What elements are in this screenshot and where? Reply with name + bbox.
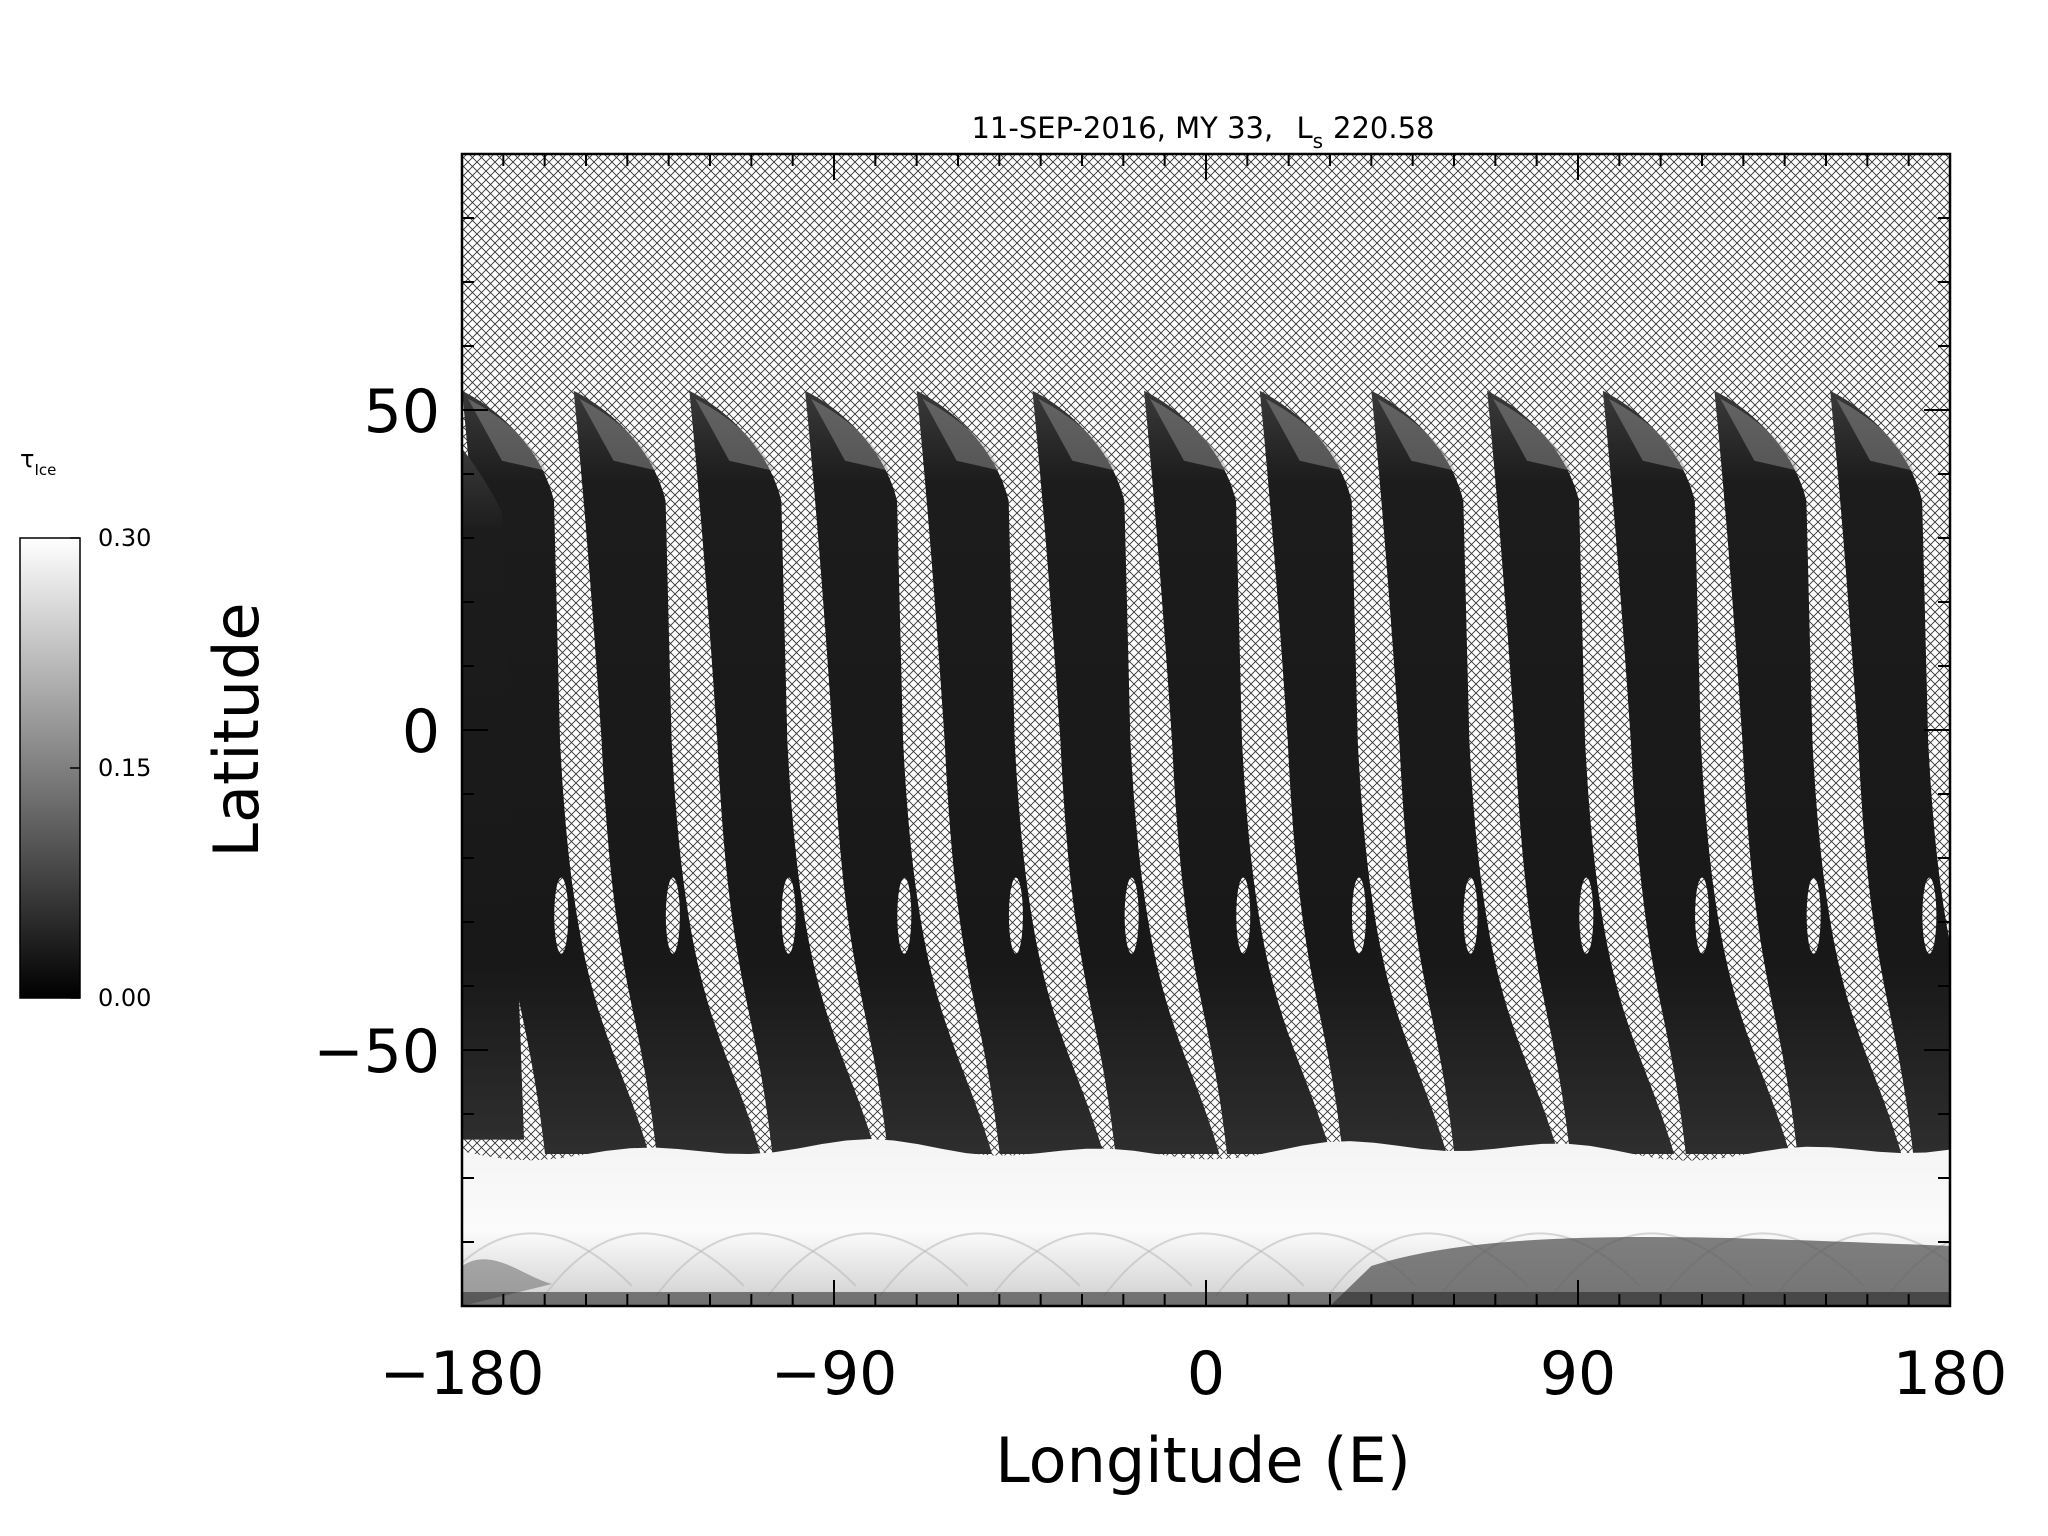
x-tick-label: 180	[1893, 1339, 2008, 1409]
orbit-swath	[805, 390, 993, 1154]
cap-arc	[991, 1232, 1193, 1297]
swath-highlight	[1038, 398, 1117, 471]
orbit-swath	[1602, 390, 1790, 1154]
swath-highlight	[1150, 398, 1228, 471]
swath-highlight	[1608, 398, 1687, 471]
swath-gap	[1579, 877, 1594, 954]
swath-highlight	[1720, 398, 1799, 471]
swath-gap	[1922, 877, 1937, 954]
orbit-swath	[916, 390, 1104, 1154]
orbit-swath	[689, 390, 877, 1154]
orbit-swath	[1144, 390, 1331, 1154]
orbit-swath	[1830, 390, 1950, 1154]
colorbar-label-sub: Ice	[34, 461, 56, 479]
cap-arc	[655, 1232, 857, 1297]
swath-highlight	[1836, 398, 1915, 471]
x-tick-label: −90	[771, 1339, 898, 1409]
orbit-swath	[1487, 390, 1675, 1154]
orbit-swath	[1032, 390, 1220, 1154]
y-tick-labels: −50 0 50	[313, 377, 440, 1087]
swath-highlight	[695, 398, 774, 471]
orbit-swath	[1259, 390, 1447, 1154]
swath-highlight	[811, 398, 890, 471]
swath-gap	[1463, 877, 1478, 954]
y-axis-label: Latitude	[200, 602, 273, 857]
orbit-swaths	[462, 390, 1950, 1154]
swath-highlight	[468, 398, 546, 471]
x-tick-label: 0	[1187, 1339, 1225, 1409]
swath-gap	[1351, 877, 1366, 954]
x-tick-label: −180	[380, 1339, 545, 1409]
swath-highlight	[922, 398, 1001, 471]
chart-title: 11-SEP-2016, MY 33, Ls 220.58	[971, 111, 1434, 153]
swath-gap	[1008, 877, 1023, 954]
x-tick-labels: −180 −90 0 90 180	[380, 1339, 2008, 1409]
swath-highlight	[579, 398, 658, 471]
colorbar-label-tau: τ	[20, 445, 34, 473]
y-tick-label: 50	[364, 377, 440, 447]
orbit-swath	[573, 390, 761, 1154]
swath-highlight	[1493, 398, 1572, 471]
title-ls-symbol: L	[1296, 111, 1312, 145]
orbit-swath	[1714, 390, 1902, 1154]
y-tick-label: −50	[313, 1017, 440, 1087]
swath-highlight	[1377, 398, 1456, 471]
swath-gap	[1695, 877, 1710, 954]
swath-gap	[554, 877, 569, 954]
swath-highlight	[1265, 398, 1344, 471]
orbit-swath	[462, 390, 649, 1154]
cap-arc	[767, 1232, 969, 1297]
colorbar-ticks: 0.00 0.15 0.30	[70, 524, 151, 1012]
title-ls-subscript: s	[1313, 129, 1323, 153]
axis-ticks	[461, 154, 1951, 1306]
swath-gap	[1124, 877, 1139, 954]
title-date: 11-SEP-2016, MY 33,	[971, 111, 1273, 145]
colorbar-tick-label: 0.15	[98, 754, 151, 782]
x-axis-label: Longitude (E)	[995, 1424, 1411, 1497]
y-tick-label: 0	[402, 697, 440, 767]
cap-dark-patch	[1330, 1237, 1950, 1306]
swath-gap	[1236, 877, 1251, 954]
cap-arc	[879, 1232, 1081, 1297]
title-ls-value: 220.58	[1333, 111, 1434, 145]
swath-gap	[781, 877, 796, 954]
orbit-swath	[462, 448, 524, 1140]
swath-gap	[1806, 877, 1821, 954]
cap-arc	[543, 1232, 745, 1297]
orbit-swath	[1371, 390, 1559, 1154]
colorbar: τIce 0.00 0.15 0.30	[19, 445, 151, 1012]
swath-gap	[665, 877, 680, 954]
cap-arc	[462, 1232, 633, 1287]
colorbar-tick-label: 0.30	[98, 524, 151, 552]
x-tick-label: 90	[1540, 1339, 1616, 1409]
colorbar-tick-label: 0.00	[98, 984, 151, 1012]
cap-arc	[1103, 1232, 1305, 1297]
colorbar-label: τIce	[20, 445, 56, 479]
swath-gap	[897, 877, 912, 954]
